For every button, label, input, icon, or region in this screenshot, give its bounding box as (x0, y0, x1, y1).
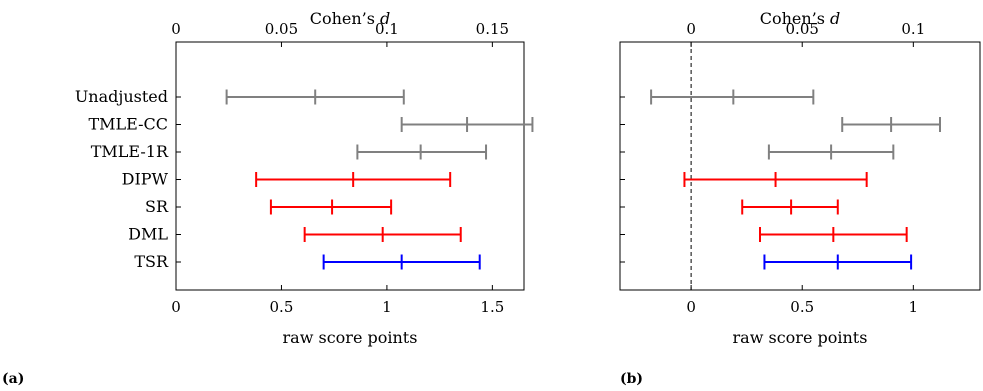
panel-label: (a) (2, 371, 24, 387)
bottom-tick-label: 0.5 (790, 298, 814, 316)
top-tick-label: 0.1 (901, 20, 925, 38)
top-tick-label: 0.15 (476, 20, 509, 38)
category-label: DML (128, 225, 168, 244)
bottom-axis-title: raw score points (283, 328, 418, 347)
bottom-tick-label: 0 (171, 298, 181, 316)
category-label: DIPW (122, 170, 169, 189)
category-label: TSR (134, 252, 169, 271)
top-tick-label: 0 (171, 20, 181, 38)
errorbar-sr (741, 199, 839, 215)
bottom-tick-label: 0.5 (270, 298, 294, 316)
bottom-tick-label: 0 (686, 298, 696, 316)
plot-frame (619, 41, 981, 291)
panel-b: 0 0.05 0.1 Cohen’s d 0 0.5 1 raw score points (b… (619, 9, 981, 387)
errorbar-tsr (763, 254, 913, 270)
errorbar-sr (269, 199, 393, 215)
errorbar-dml (759, 227, 908, 242)
errorbar-dipw (683, 172, 868, 187)
top-tick-label: 0 (686, 20, 696, 38)
errorbar-tmle-1r (767, 144, 895, 160)
top-axis-title: Cohen’s d (760, 9, 841, 28)
errorbar-unadjusted (650, 89, 815, 105)
panel-label: (b) (620, 371, 643, 387)
errorbar-tsr (322, 254, 481, 270)
category-label: Unadjusted (75, 87, 168, 106)
bottom-axis-title: raw score points (733, 328, 868, 347)
errorbar-dml (303, 227, 462, 242)
category-label: TMLE-CC (88, 115, 168, 134)
errorbar-tmle-cc (400, 117, 534, 132)
top-tick-label: 0.05 (265, 20, 298, 38)
category-label: SR (145, 197, 169, 216)
bottom-tick-label: 1 (382, 298, 392, 316)
category-label: TMLE-1R (91, 142, 169, 161)
errorbar-unadjusted (225, 89, 405, 105)
top-tick-label: 0.1 (375, 20, 399, 38)
bottom-tick-label: 1.5 (480, 298, 504, 316)
bottom-tick-label: 1 (909, 298, 919, 316)
top-tick-label: 0.05 (786, 20, 819, 38)
errorbar-tmle-1r (356, 144, 488, 160)
errorbar-dipw (255, 172, 452, 187)
panel-a: 0 0.05 0.1 0.15 Cohen’s d 0 0.5 1 1.5 raw score p… (2, 9, 534, 387)
errorbar-tmle-cc (841, 117, 941, 132)
top-axis-title: Cohen’s d (310, 9, 391, 28)
plot-frame (175, 41, 525, 291)
